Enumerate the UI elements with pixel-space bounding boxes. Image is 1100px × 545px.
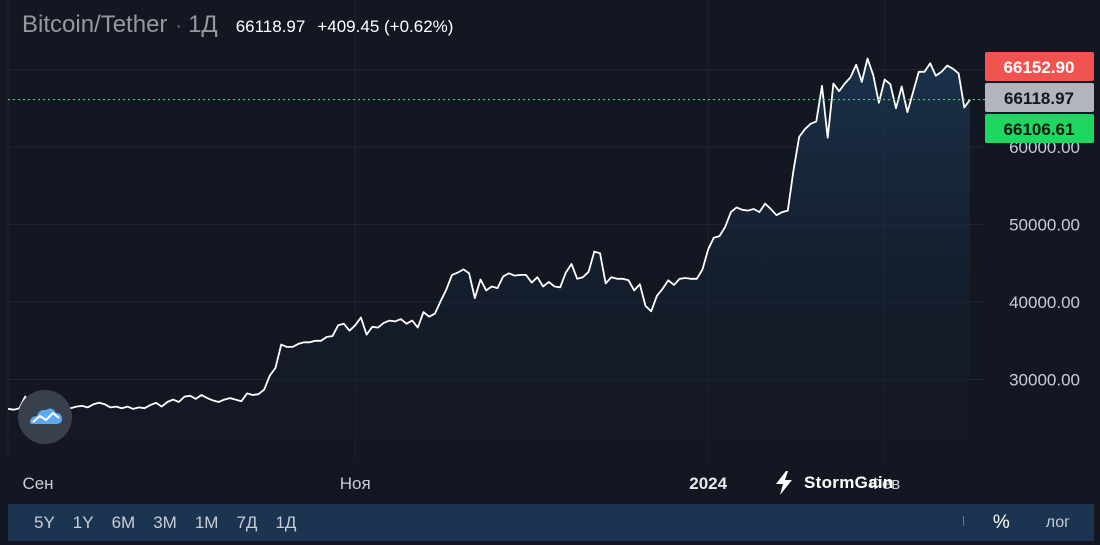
y-tick-label: 50000.00	[1009, 216, 1080, 235]
y-tick-label: 40000.00	[1009, 293, 1080, 312]
range-button-1д[interactable]: 1Д	[275, 512, 297, 532]
toolbar-divider	[963, 516, 964, 526]
lightning-icon	[776, 471, 792, 495]
scale-buttons: % лог	[993, 504, 1070, 541]
badge-ask-bg	[985, 52, 1094, 81]
price-badges: 66152.90 66118.97 66106.61	[985, 52, 1094, 143]
badge-bid: 66106.61	[1004, 120, 1075, 139]
brand-name: StormGain	[804, 473, 894, 492]
badge-ask: 66152.90	[1004, 58, 1075, 77]
header-separator: ·	[175, 15, 183, 37]
range-buttons: 5Y 1Y 6M 3M 1M 7Д 1Д	[8, 513, 296, 533]
percent-scale-button[interactable]: %	[992, 511, 1010, 533]
y-tick-label: 30000.00	[1009, 371, 1080, 390]
chart-header: Bitcoin/Tether · 1Д 66118.97 +409.45 (+0…	[22, 11, 453, 39]
price-line	[7, 57, 971, 418]
timeframe-label: 1Д	[188, 11, 218, 38]
x-axis: СенНоя2024ФевАпр	[22, 474, 900, 493]
range-button-3m[interactable]: 3M	[153, 512, 177, 532]
price-change: +409.45 (+0.62%)	[317, 17, 454, 36]
badge-last-bg	[985, 83, 1094, 112]
range-button-6m[interactable]: 6M	[111, 512, 136, 532]
badge-bid-bg	[985, 114, 1094, 143]
x-tick-label: Фев	[869, 474, 900, 493]
range-button-7д[interactable]: 7Д	[236, 512, 258, 532]
x-tick-label: Сен	[22, 474, 53, 493]
badge-last: 66118.97	[1004, 89, 1074, 108]
range-toolbar: 5Y 1Y 6M 3M 1M 7Д 1Д % лог	[8, 504, 1094, 541]
watermark-logo-icon	[18, 390, 72, 444]
log-scale-button[interactable]: лог	[1045, 513, 1070, 531]
symbol-title: Bitcoin/Tether	[22, 11, 168, 38]
last-price: 66118.97	[235, 17, 306, 36]
range-button-1m[interactable]: 1M	[194, 512, 219, 532]
x-tick-label: 2024	[689, 474, 727, 493]
range-button-5y[interactable]: 5Y	[34, 512, 55, 532]
stormgain-logo: StormGain	[772, 470, 894, 496]
x-tick-label: Ноя	[340, 474, 371, 493]
price-area-fill	[8, 58, 970, 460]
range-button-1y[interactable]: 1Y	[72, 512, 94, 532]
